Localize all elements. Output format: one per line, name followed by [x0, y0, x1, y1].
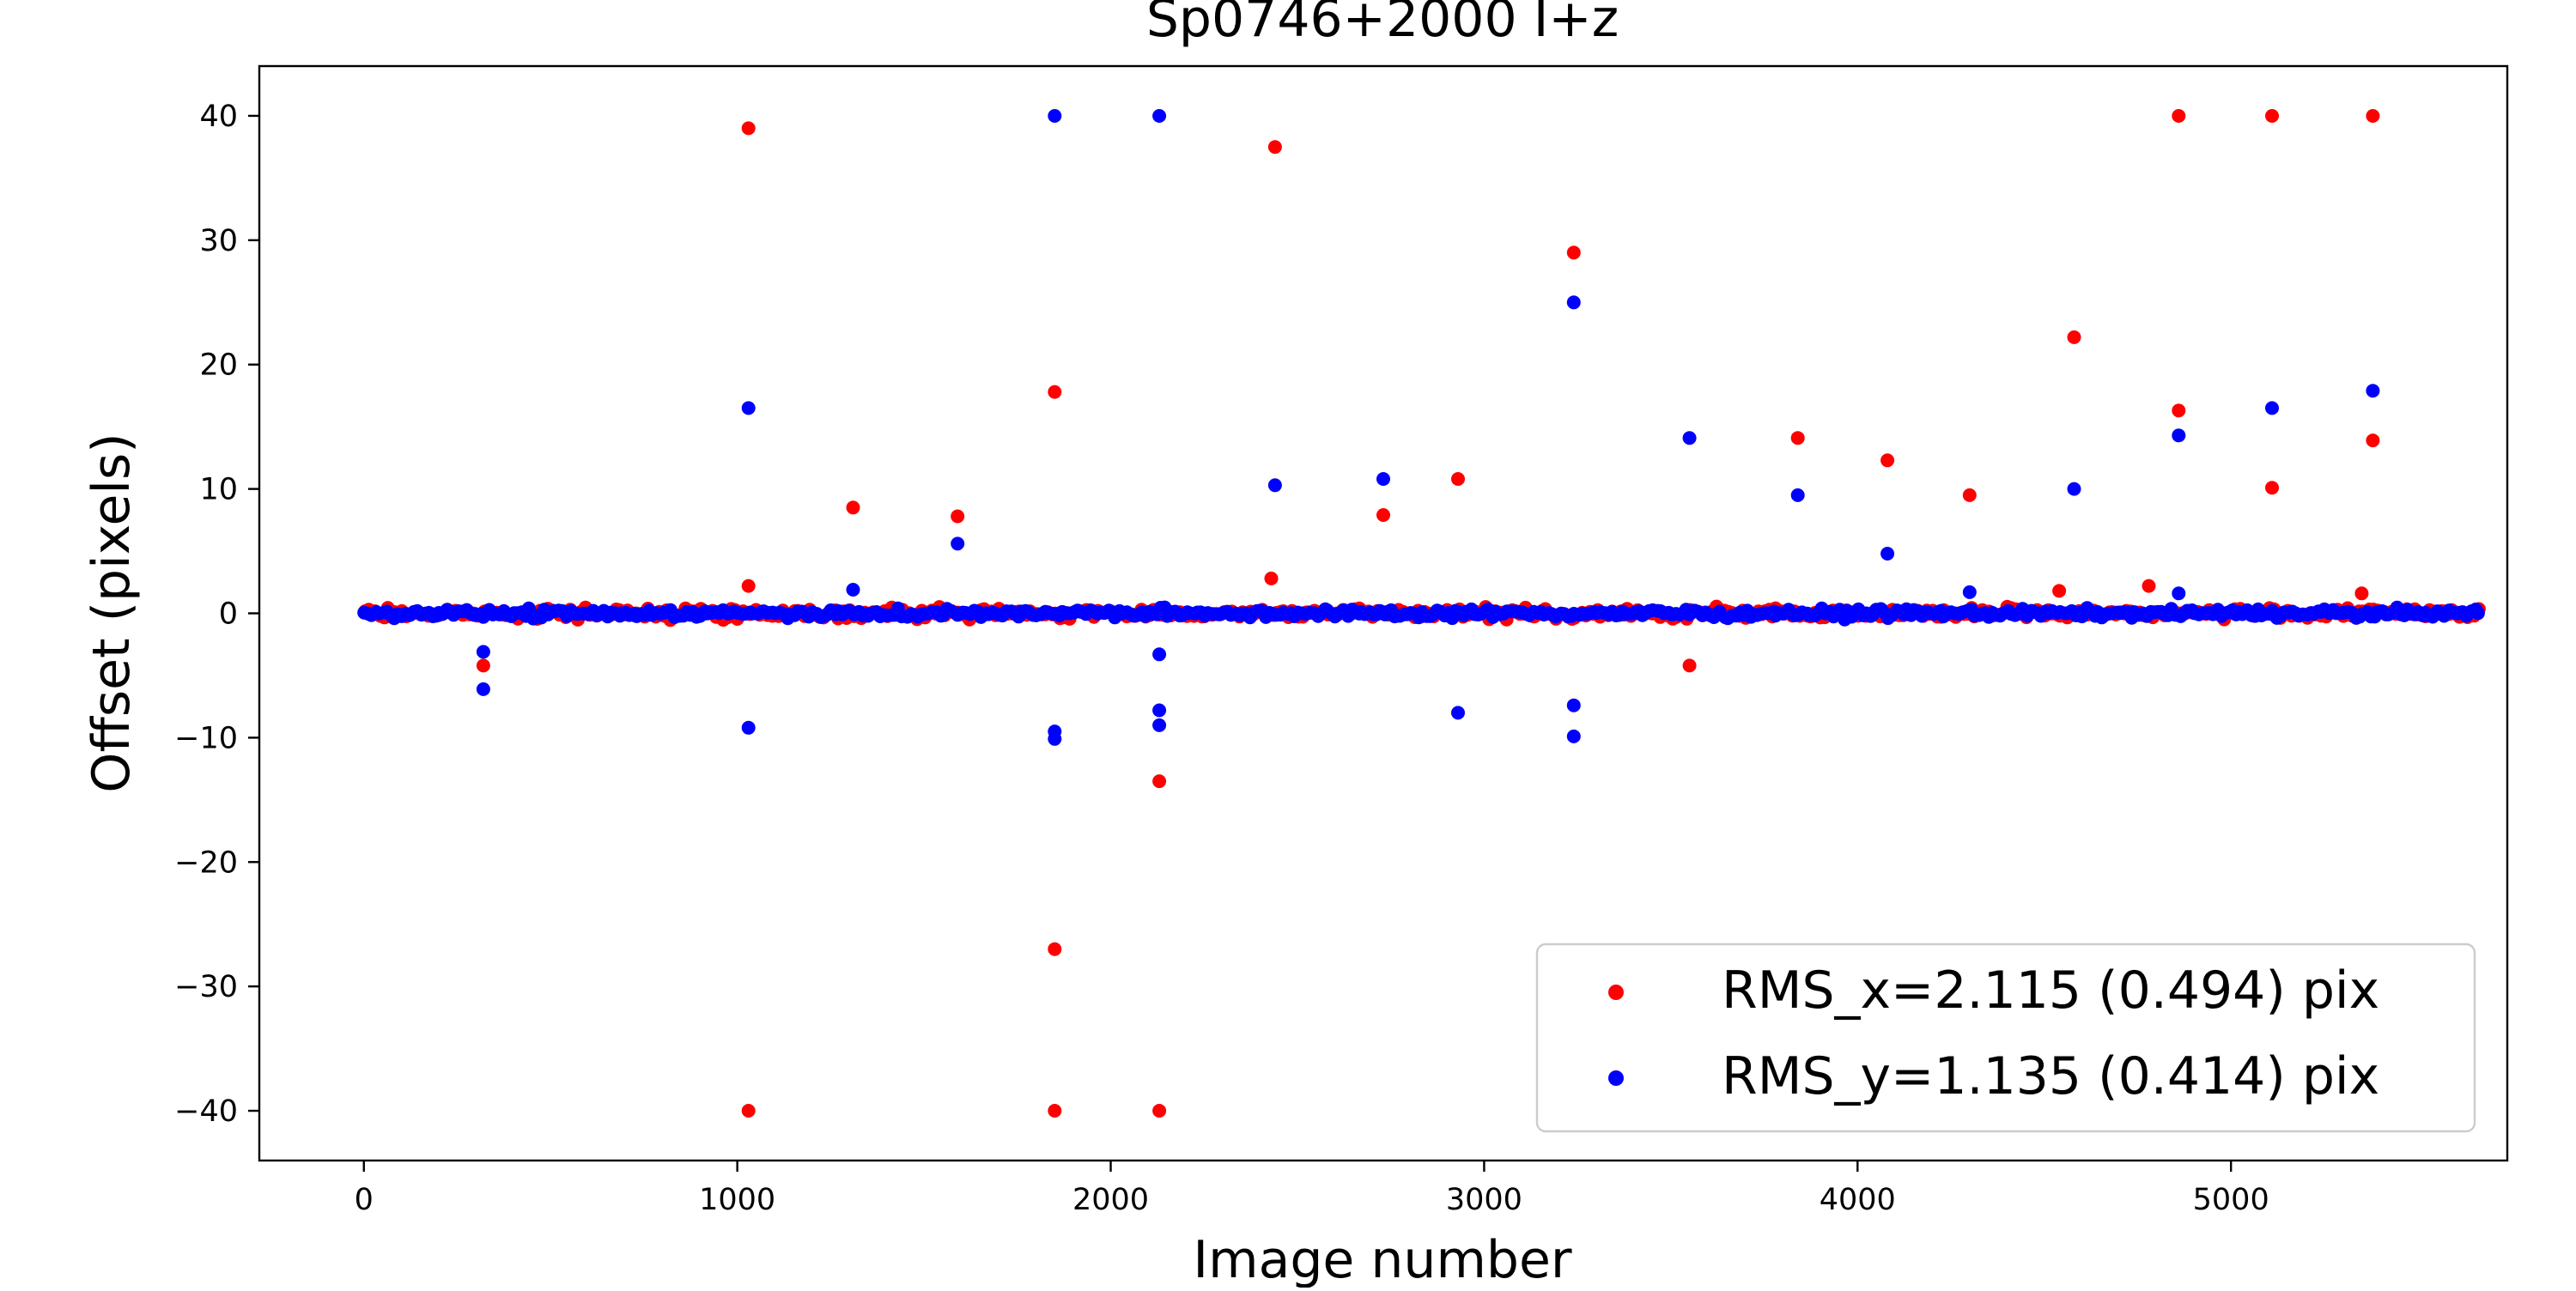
- data-point-y-offset: [741, 401, 756, 415]
- data-point-y-offset: [1376, 472, 1390, 486]
- chart-title: Sp0746+2000 I+z: [1146, 0, 1619, 49]
- data-point-x-offset: [2265, 481, 2279, 495]
- y-axis-ticks: −40 −30 −20 −10 0 10 20 30 40: [174, 100, 259, 1129]
- data-point-x-offset: [1880, 453, 1895, 468]
- data-point-y-offset: [2265, 401, 2279, 415]
- data-point-x-offset: [2052, 584, 2067, 598]
- data-point-y-offset: [741, 720, 756, 735]
- x-tick-label: 5000: [2193, 1183, 2269, 1217]
- data-point-x-offset: [2366, 109, 2380, 123]
- data-point-x-offset: [1566, 245, 1581, 260]
- data-point-y-offset: [951, 536, 965, 551]
- data-point-y-offset: [1152, 703, 1167, 718]
- x-axis-ticks: 0 1000 2000 3000 4000 5000: [355, 1161, 2269, 1217]
- data-point-y-offset: [1566, 698, 1581, 712]
- x-tick-label: 0: [355, 1183, 374, 1217]
- data-point-y-offset: [2172, 428, 2186, 443]
- legend-marker-x: [1608, 985, 1624, 1000]
- data-point-x-offset: [1048, 385, 1062, 399]
- data-point-y-offset: [1048, 731, 1062, 746]
- data-point-x-offset: [2172, 109, 2186, 123]
- data-point-x-offset: [476, 658, 490, 673]
- data-point-x-offset: [1048, 942, 1062, 956]
- x-tick-label: 3000: [1446, 1183, 1522, 1217]
- y-tick-label: 20: [199, 349, 238, 383]
- data-point-x-offset: [1376, 508, 1390, 522]
- data-point-y-offset: [1152, 647, 1167, 662]
- data-point-x-offset: [1451, 472, 1465, 486]
- data-point-x-offset: [2366, 433, 2380, 448]
- data-point-y-offset: [1152, 109, 1167, 123]
- data-point-y-offset: [846, 583, 860, 597]
- data-point-y-offset: [1566, 729, 1581, 743]
- data-point-y-offset: [1267, 478, 1282, 493]
- data-point-y-offset: [2366, 384, 2380, 398]
- legend-marker-y: [1608, 1070, 1624, 1086]
- y-tick-label: −20: [174, 846, 238, 880]
- data-point-x-offset: [1962, 488, 1977, 502]
- legend: RMS_x=2.115 (0.494) pix RMS_y=1.135 (0.4…: [1535, 942, 2476, 1133]
- data-point-x-offset: [2265, 109, 2279, 123]
- data-point-y-offset: [476, 645, 490, 659]
- data-point-x-offset: [1790, 431, 1805, 445]
- data-point-y-offset: [1790, 488, 1805, 502]
- data-point-x-offset: [741, 1104, 756, 1118]
- x-axis-label: Image number: [1193, 1230, 1571, 1288]
- data-point-x-offset: [2354, 586, 2369, 601]
- data-point-y-offset: [1566, 295, 1581, 310]
- data-point-y-offset: [1880, 547, 1895, 561]
- y-tick-label: 30: [199, 224, 238, 258]
- y-tick-label: −30: [174, 970, 238, 1004]
- data-point-x-offset: [741, 579, 756, 593]
- data-point-x-offset: [1264, 571, 1279, 585]
- x-tick-label: 2000: [1072, 1183, 1149, 1217]
- data-point-x-offset: [846, 500, 860, 515]
- legend-box: [1535, 942, 2476, 1133]
- x-tick-label: 1000: [699, 1183, 775, 1217]
- data-point-x-offset: [2172, 403, 2186, 418]
- legend-label-x: RMS_x=2.115 (0.494) pix: [1722, 961, 2379, 1021]
- y-tick-label: 0: [219, 597, 238, 632]
- data-points: [357, 109, 2486, 1118]
- y-tick-label: 10: [199, 473, 238, 507]
- data-point-y-offset: [476, 682, 490, 696]
- data-point-y-offset: [1682, 431, 1697, 445]
- data-point-x-offset: [741, 121, 756, 136]
- data-point-x-offset: [2142, 579, 2156, 593]
- data-point-x-offset: [1152, 1104, 1167, 1118]
- y-tick-label: −10: [174, 721, 238, 755]
- legend-label-y: RMS_y=1.135 (0.414) pix: [1722, 1046, 2379, 1106]
- data-point-x-offset: [1152, 774, 1167, 789]
- data-point-x-offset: [2067, 330, 2081, 344]
- x-tick-label: 4000: [1820, 1183, 1896, 1217]
- data-point-x-offset: [1267, 140, 1282, 155]
- y-axis-label: Offset (pixels): [82, 433, 142, 792]
- data-point-y-offset: [2470, 606, 2485, 621]
- y-tick-label: 40: [199, 100, 238, 134]
- data-point-x-offset: [951, 509, 965, 524]
- data-point-y-offset: [2067, 482, 2081, 496]
- data-point-y-offset: [2172, 586, 2186, 601]
- data-point-y-offset: [1048, 109, 1062, 123]
- data-point-y-offset: [1962, 585, 1977, 599]
- data-point-y-offset: [1152, 718, 1167, 732]
- data-point-y-offset: [1451, 706, 1465, 720]
- y-tick-label: −40: [174, 1094, 238, 1129]
- data-point-x-offset: [1682, 658, 1697, 673]
- data-point-x-offset: [1048, 1104, 1062, 1118]
